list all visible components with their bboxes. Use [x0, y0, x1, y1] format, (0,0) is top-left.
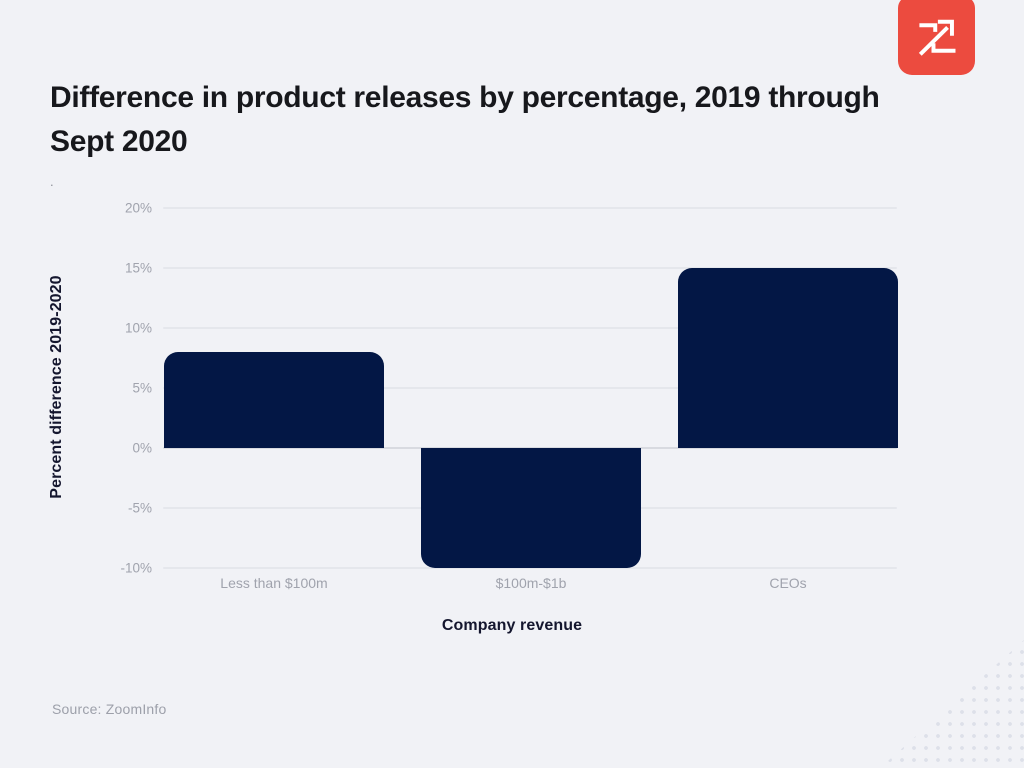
zoominfo-logo — [898, 0, 975, 75]
gridline-20% — [163, 207, 897, 209]
gridline-15% — [163, 267, 897, 269]
zoominfo-z-arrow-icon — [918, 19, 955, 56]
y-tick-label: -10% — [120, 560, 152, 576]
x-tick-label: CEOs — [769, 575, 807, 591]
x-axis-title: Company revenue — [441, 617, 583, 634]
y-tick-label: 10% — [124, 320, 152, 336]
y-tick-label: 0% — [132, 440, 152, 456]
source-text: Source: ZoomInfo — [52, 701, 167, 717]
gridline-5% — [163, 387, 897, 389]
gridline-10% — [163, 327, 897, 329]
y-tick-label: 5% — [132, 380, 152, 396]
x-tick-label: $100m-$1b — [495, 575, 567, 591]
page-title: Difference in product releases by percen… — [50, 81, 880, 158]
stray-dot: . — [50, 174, 54, 189]
bar-$100m-$1b — [421, 448, 641, 568]
y-tick-label: 15% — [124, 260, 152, 276]
y-axis-title: Percent difference 2019-2020 — [48, 275, 65, 499]
bar-Less than $100m — [164, 352, 384, 448]
y-tick-label: 20% — [124, 200, 152, 216]
y-tick-label: -5% — [127, 500, 152, 516]
x-tick-label: Less than $100m — [220, 575, 328, 591]
gridline--10% — [163, 567, 897, 569]
bar-CEOs — [678, 268, 898, 448]
